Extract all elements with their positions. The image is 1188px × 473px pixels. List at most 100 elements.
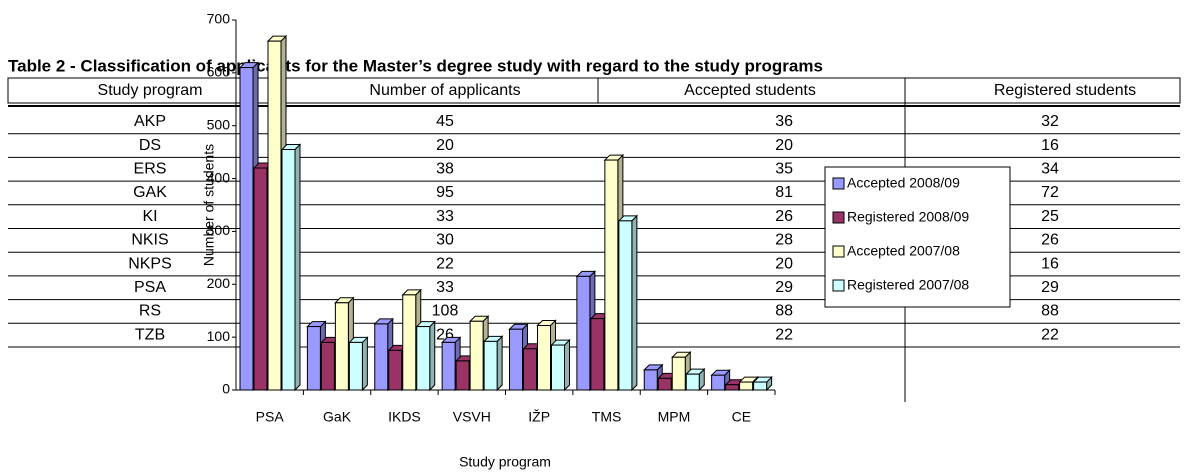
table-header-cell: Accepted students	[684, 82, 816, 99]
x-tick-label: IŽP	[528, 409, 550, 425]
table-cell: 95	[436, 184, 454, 201]
bar	[753, 381, 768, 391]
table-header-cell: Study program	[98, 82, 203, 99]
table-header-cell: Number of applicants	[369, 82, 520, 99]
table-cell: 35	[775, 160, 793, 177]
table-cell: 34	[1041, 160, 1059, 177]
bar	[455, 360, 470, 391]
table-header-cell: Registered students	[994, 82, 1136, 99]
table-cell: 22	[436, 255, 454, 272]
table-cell: NKPS	[128, 255, 172, 272]
table-cell: 26	[775, 208, 793, 225]
bar-side	[429, 320, 436, 392]
table-cell: 45	[436, 113, 454, 130]
bar	[374, 323, 389, 391]
bar	[711, 374, 726, 391]
table-cell: 22	[1041, 326, 1059, 343]
bar	[551, 344, 565, 391]
legend-swatch	[832, 245, 845, 258]
table-cell: 16	[1041, 137, 1059, 154]
table-cell: GAK	[133, 184, 167, 201]
legend-label: Accepted 2008/09	[847, 175, 960, 191]
y-tick-label: 400	[207, 169, 231, 185]
bar	[348, 341, 363, 391]
table-cell: 29	[775, 279, 793, 296]
bar	[604, 159, 619, 391]
table-cell: 16	[1041, 255, 1059, 272]
y-tick-label: 300	[207, 222, 231, 238]
legend-box	[824, 166, 1011, 308]
legend-label: Accepted 2007/08	[847, 243, 960, 259]
bar	[267, 40, 282, 391]
y-tick-label: 100	[207, 328, 231, 344]
bar	[537, 325, 551, 391]
bar	[523, 348, 537, 391]
bar	[657, 377, 672, 391]
table-cell: 72	[1041, 184, 1059, 201]
bar	[239, 67, 254, 391]
table-cell: 30	[436, 232, 454, 249]
bar	[671, 356, 686, 391]
x-axis-title: Study program	[459, 454, 551, 470]
table-title: Table 2 - Classification of applicants f…	[8, 56, 823, 75]
y-axis-title: Number of students	[201, 144, 217, 266]
x-tick-label: GaK	[323, 409, 352, 425]
x-tick-label: MPM	[658, 409, 691, 425]
table-cell: 29	[1041, 279, 1059, 296]
bar	[334, 302, 349, 391]
x-tick-label: CE	[732, 409, 751, 425]
bar	[416, 326, 431, 391]
bar	[469, 320, 484, 391]
table-cell: 88	[1041, 303, 1059, 320]
table-cell: 25	[1041, 208, 1059, 225]
bar	[509, 328, 523, 391]
bar	[725, 384, 740, 391]
bar	[253, 167, 268, 391]
bar	[402, 294, 417, 391]
table-cell: 28	[775, 232, 793, 249]
table-cell: NKIS	[131, 232, 168, 249]
bar	[320, 341, 335, 391]
x-tick-label: TMS	[592, 409, 622, 425]
table-cell: 33	[436, 208, 454, 225]
table-cell: 33	[436, 279, 454, 296]
y-tick-label: 600	[207, 64, 231, 80]
bar-side	[294, 143, 301, 392]
table-cell: 20	[775, 255, 793, 272]
table-cell: AKP	[134, 113, 166, 130]
y-tick-label: 0	[222, 381, 230, 397]
table-cell: 36	[775, 113, 793, 130]
x-tick-label: IKDS	[388, 409, 421, 425]
bar	[576, 275, 591, 391]
table-cell: 20	[775, 137, 793, 154]
legend-label: Registered 2008/09	[847, 209, 969, 225]
bar	[739, 381, 754, 391]
bar-side	[361, 336, 368, 392]
table-cell: 22	[775, 326, 793, 343]
bar	[388, 349, 403, 391]
bar	[306, 326, 321, 391]
bar	[441, 341, 456, 391]
table-cell: 20	[436, 137, 454, 154]
legend-label: Registered 2007/08	[847, 277, 969, 293]
bar	[643, 369, 658, 391]
table-cell: DS	[139, 137, 161, 154]
table-cell: TZB	[135, 326, 165, 343]
table-cell: 38	[436, 160, 454, 177]
bar	[590, 318, 605, 391]
bar	[483, 340, 498, 391]
bar-side	[564, 338, 570, 392]
y-tick-label: 700	[207, 11, 231, 27]
table-cell: 26	[1041, 232, 1059, 249]
legend-swatch	[832, 211, 845, 224]
bar-side	[496, 335, 503, 392]
x-tick-label: PSA	[256, 409, 285, 425]
y-tick-label: 500	[207, 116, 231, 132]
table-cell: PSA	[134, 279, 166, 296]
table-cell: KI	[142, 208, 157, 225]
table-cell: 108	[432, 303, 459, 320]
table-cell: 88	[775, 303, 793, 320]
table-cell: ERS	[134, 160, 167, 177]
legend-swatch	[832, 279, 845, 292]
